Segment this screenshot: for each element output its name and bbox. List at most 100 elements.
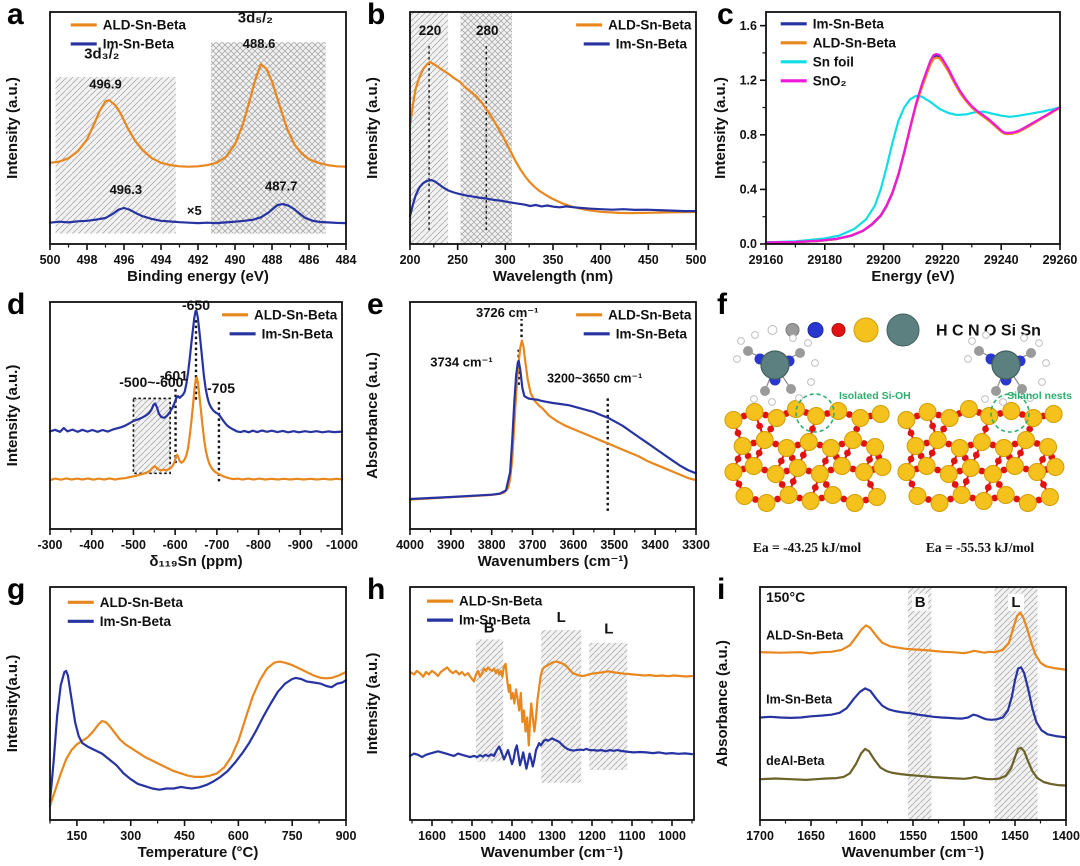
panel-f-chart: H C N O Si Sn Isolated Si-OH Ea = -43.25 k…: [724, 313, 1072, 555]
svg-text:Im-Sn-Beta: Im-Sn-Beta: [616, 36, 688, 51]
svg-text:29180: 29180: [807, 253, 842, 267]
svg-text:490: 490: [225, 253, 246, 267]
annotation: 150°C: [766, 589, 805, 605]
annotation: B: [484, 619, 495, 636]
series-Sn-foil: [764, 94, 1062, 244]
legend: ALD-Sn-Beta Im-Sn-Beta: [576, 17, 692, 51]
svg-text:900: 900: [336, 829, 357, 843]
N-atom-swatch: [807, 322, 824, 338]
svg-text:-600: -600: [163, 538, 188, 552]
series-ALD-Sn-Beta: [764, 56, 1062, 244]
annotation: -500~-600: [119, 374, 183, 390]
legend: ALD-Sn-Beta Im-Sn-Beta: [427, 594, 543, 628]
svg-text:Im-Sn-Beta: Im-Sn-Beta: [262, 326, 334, 341]
shaded-region: [55, 76, 176, 234]
series-ALD-Sn-Beta: [408, 60, 698, 215]
panel-a: a 500 498 496 494 492 490 488 486 484 Binding ene…: [0, 0, 360, 290]
svg-text:1500: 1500: [950, 829, 978, 843]
svg-text:Im-Sn-Beta: Im-Sn-Beta: [459, 613, 531, 628]
svg-text:600: 600: [228, 829, 249, 843]
y-axis-label: Absorbance (a.u.): [714, 640, 731, 767]
O-atom-swatch: [831, 323, 846, 337]
svg-text:ALD-Sn-Beta: ALD-Sn-Beta: [254, 307, 338, 322]
x-axis-label: Wavenumbers (cm⁻¹): [478, 553, 629, 570]
svg-text:1.2: 1.2: [740, 73, 757, 87]
panel-i-letter: i: [717, 573, 726, 606]
svg-text:300: 300: [495, 253, 516, 267]
annotation: L: [1011, 594, 1020, 611]
panel-i: i 1700 1650 1600 1550 1500 1450 1400 Wavenumber…: [710, 575, 1080, 866]
annotation: Im-Sn-Beta: [766, 693, 833, 707]
structure-caption: Ea = -55.53 kJ/mol: [926, 540, 1034, 555]
svg-text:750: 750: [282, 829, 303, 843]
x-axis-label: Binding energy (eV): [127, 268, 269, 285]
structure-caption: Ea = -43.25 kJ/mol: [753, 540, 861, 555]
series-Im-Sn-Beta: [48, 309, 344, 434]
svg-text:0.4: 0.4: [740, 183, 757, 197]
svg-text:-1000: -1000: [326, 538, 358, 552]
legend: ALD-Sn-Beta Im-Sn-Beta: [70, 17, 186, 51]
annotation: 496.3: [110, 182, 143, 197]
svg-text:1300: 1300: [538, 829, 566, 843]
svg-text:-900: -900: [288, 538, 313, 552]
svg-text:0.0: 0.0: [740, 237, 757, 251]
atom-legend-labels: H C N O Si Sn: [936, 323, 1041, 340]
atom-legend: H C N O Si Sn: [767, 313, 1041, 347]
panel-a-chart: 500 498 496 494 492 490 488 486 484 Binding energ…: [4, 9, 357, 285]
svg-text:ALD-Sn-Beta: ALD-Sn-Beta: [459, 594, 543, 609]
annotation: ×5: [187, 203, 202, 218]
svg-text:ALD-Sn-Beta: ALD-Sn-Beta: [608, 307, 692, 322]
panel-g: g 150 300 450 600 750 900 Temperature (°C) Inte…: [0, 575, 360, 866]
series-ALD-Sn-Beta: [48, 660, 348, 808]
svg-text:-500: -500: [121, 538, 146, 552]
panel-b: b 200 250 300 350 400 450 500 Wavelength (nm) In…: [360, 0, 710, 290]
Si-atom-swatch: [853, 317, 879, 343]
svg-text:1400: 1400: [1052, 829, 1080, 843]
annotation: L: [557, 609, 566, 626]
legend: Im-Sn-Beta ALD-Sn-Beta Sn foil SnO₂: [780, 16, 896, 88]
panel-d-chart: -300 -400 -500 -600 -700 -800 -900 -1000 δ₁₁₉Sn …: [4, 297, 358, 570]
y-axis-label: Intensity(a.u.): [4, 655, 21, 753]
svg-text:29220: 29220: [925, 253, 960, 267]
x-axis-label: Energy (eV): [871, 268, 954, 285]
panel-a-letter: a: [7, 0, 24, 31]
svg-text:496: 496: [114, 253, 135, 267]
svg-text:150: 150: [66, 829, 87, 843]
svg-text:0.8: 0.8: [740, 128, 757, 142]
annotation: 3d₅/₂: [238, 9, 273, 26]
plot-frame: [765, 11, 1061, 245]
series-SnO2: [764, 52, 1062, 244]
x-axis: 29160 29180 29200 29220 29240 29260: [749, 244, 1077, 267]
svg-text:450: 450: [174, 829, 195, 843]
x-axis: 4000 3900 3800 3700 3600 3500 3400 3300: [396, 529, 710, 552]
svg-text:-800: -800: [246, 538, 271, 552]
svg-text:250: 250: [447, 253, 468, 267]
sn-atom: [991, 350, 1021, 380]
svg-text:484: 484: [336, 253, 357, 267]
svg-text:450: 450: [638, 253, 659, 267]
svg-text:494: 494: [151, 253, 172, 267]
sn-atom: [760, 350, 790, 380]
annotation: 487.7: [265, 179, 298, 194]
panel-e: e 4000 3900 3800 3700 3600 3500 3400 3300 Wavenu…: [360, 290, 710, 575]
svg-text:1.6: 1.6: [740, 19, 757, 33]
structure-2: Silanol nests Ea = -55.53 kJ/mol: [897, 331, 1072, 555]
svg-text:-700: -700: [204, 538, 229, 552]
annotation: 3734 cm⁻¹: [430, 355, 493, 370]
annotation: -705: [207, 380, 235, 396]
svg-text:ALD-Sn-Beta: ALD-Sn-Beta: [608, 17, 692, 32]
svg-text:SnO₂: SnO₂: [813, 73, 847, 88]
panel-f: f H C N O Si Sn Isolated Si-OH Ea = -43.25…: [710, 290, 1080, 575]
svg-text:Im-Sn-Beta: Im-Sn-Beta: [100, 614, 172, 629]
svg-text:300: 300: [120, 829, 141, 843]
annotation: 220: [419, 23, 442, 38]
svg-text:1600: 1600: [418, 829, 446, 843]
svg-text:1100: 1100: [618, 829, 645, 843]
series-Im-Sn-Beta: [408, 359, 698, 501]
shaded-region: [476, 639, 504, 762]
svg-text:-300: -300: [37, 538, 62, 552]
panel-d-letter: d: [7, 288, 26, 321]
x-axis: 200 250 300 350 400 450 500: [400, 244, 706, 267]
x-axis: 150 300 450 600 750 900: [49, 820, 357, 843]
y-axis-label: Intensity (a.u.): [364, 77, 381, 179]
